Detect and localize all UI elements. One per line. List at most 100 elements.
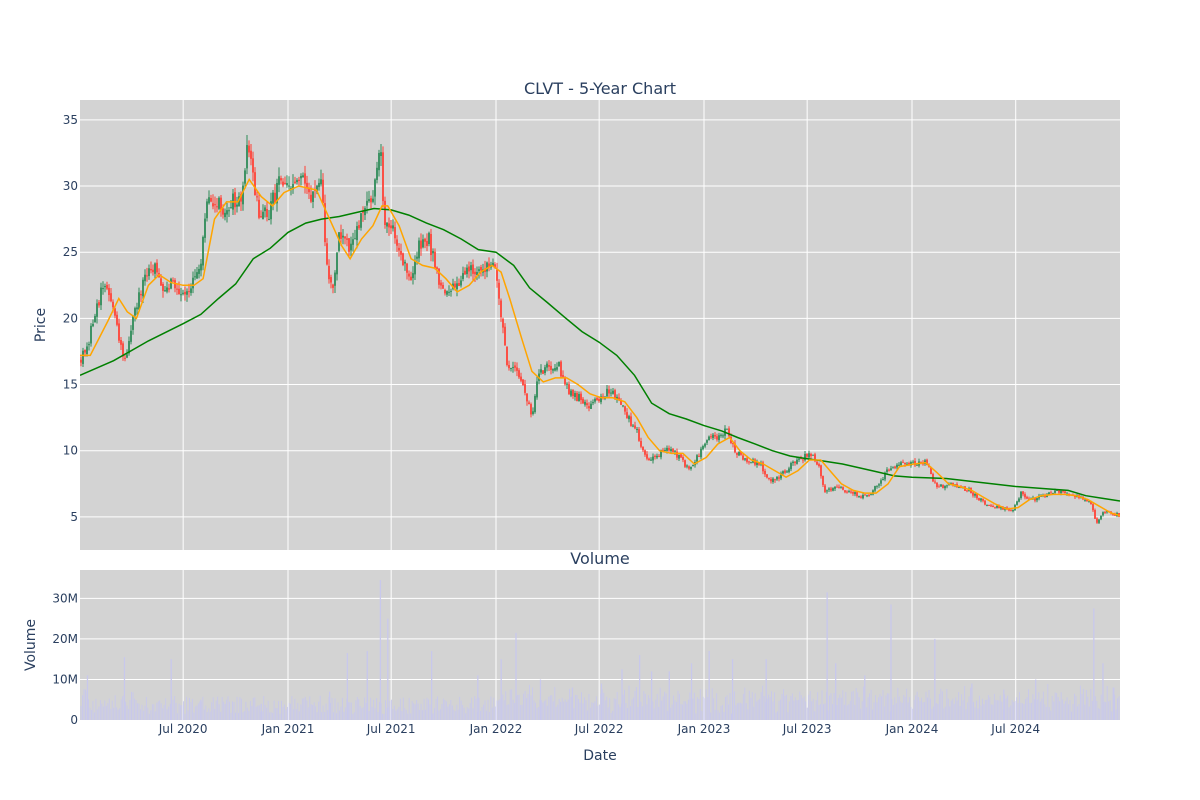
candle-body	[456, 283, 458, 290]
volume-bar	[438, 710, 440, 720]
volume-bar	[956, 700, 958, 720]
candle-body	[372, 198, 374, 202]
candle-body	[110, 293, 112, 302]
candle-body	[274, 192, 276, 203]
candle-body	[634, 425, 636, 429]
candle-body	[676, 451, 678, 458]
volume-bar	[102, 706, 104, 720]
candle-body	[190, 288, 192, 293]
candle-body	[546, 363, 548, 368]
candle-body	[722, 435, 724, 437]
candle-body	[378, 152, 380, 171]
volume-bar	[643, 691, 645, 720]
volume-bar	[255, 706, 257, 720]
candle-body	[982, 498, 984, 501]
volume-bar	[1091, 700, 1093, 720]
volume-bar	[634, 690, 636, 720]
volume-axis-title: Volume	[23, 619, 39, 671]
candle-body	[472, 264, 474, 274]
volume-bar	[184, 713, 186, 720]
volume-bar	[196, 705, 198, 720]
candle-body	[198, 268, 200, 274]
volume-bar	[322, 705, 324, 720]
candle-body	[876, 485, 878, 487]
volume-y-tick-label: 10M	[52, 672, 78, 686]
candle-body	[288, 185, 290, 187]
volume-bar	[878, 697, 879, 720]
volume-bar	[901, 702, 903, 720]
candle-body	[834, 486, 836, 489]
candle-body	[1034, 498, 1036, 501]
volume-bar	[309, 696, 311, 720]
volume-bar	[233, 702, 235, 720]
candle-body	[214, 204, 216, 206]
volume-bar	[496, 700, 498, 720]
volume-bar	[965, 709, 967, 720]
volume-bar	[1074, 693, 1075, 720]
volume-spike-bar	[600, 683, 603, 720]
volume-bar	[1056, 693, 1058, 720]
volume-bar	[979, 695, 980, 720]
volume-bar	[570, 696, 572, 720]
volume-bar	[858, 697, 860, 720]
candle-body	[560, 361, 562, 377]
volume-bar	[537, 707, 539, 720]
candle-body	[150, 268, 152, 271]
candle-body	[994, 507, 996, 509]
volume-bar	[984, 700, 986, 720]
volume-bar	[154, 711, 156, 720]
candle-body	[628, 416, 630, 420]
candle-body	[270, 201, 272, 220]
volume-bar	[475, 698, 477, 720]
volume-bar	[543, 700, 545, 720]
date-x-tick-label: Jan 2021	[261, 722, 315, 736]
candle-body	[764, 470, 766, 475]
candle-body	[1010, 510, 1012, 512]
candle-body	[1054, 490, 1056, 493]
volume-bar	[341, 697, 343, 720]
volume-bar	[720, 705, 722, 720]
candle-body	[682, 457, 684, 460]
volume-bar	[1011, 700, 1013, 720]
candle-body	[528, 402, 530, 404]
volume-bar	[509, 689, 511, 720]
volume-y-tick-label: 20M	[52, 632, 78, 646]
candle-body	[678, 454, 680, 459]
volume-bar	[1039, 701, 1041, 720]
candle-body	[522, 379, 524, 386]
volume-bar	[240, 698, 242, 720]
candle-body	[488, 263, 490, 268]
candle-body	[1000, 506, 1002, 509]
volume-bar	[791, 693, 793, 720]
candle-body	[496, 269, 498, 281]
candle-body	[842, 487, 844, 490]
volume-bar	[854, 704, 856, 720]
candle-body	[1036, 498, 1038, 501]
volume-bar	[814, 711, 816, 720]
volume-bar	[600, 693, 602, 720]
volume-bar	[407, 713, 409, 720]
volume-bar	[129, 699, 131, 720]
candle-body	[96, 303, 98, 317]
candle-body	[468, 266, 470, 272]
candle-body	[972, 492, 974, 496]
volume-bar	[771, 691, 773, 720]
candle-body	[506, 346, 508, 365]
candle-body	[642, 447, 644, 451]
candle-body	[600, 396, 602, 403]
candle-body	[284, 182, 286, 185]
volume-bar	[177, 713, 179, 720]
volume-bar	[922, 702, 924, 720]
candle-body	[188, 291, 190, 293]
candle-body	[998, 505, 1000, 509]
volume-bar	[628, 685, 630, 720]
volume-bar	[976, 700, 977, 720]
candle-body	[480, 266, 482, 271]
volume-bar	[788, 701, 790, 720]
candle-body	[668, 447, 670, 451]
volume-bar	[420, 703, 422, 720]
volume-bar	[1036, 699, 1038, 720]
volume-bar	[1103, 701, 1105, 720]
candle-body	[890, 468, 892, 471]
volume-bar	[1100, 694, 1102, 720]
